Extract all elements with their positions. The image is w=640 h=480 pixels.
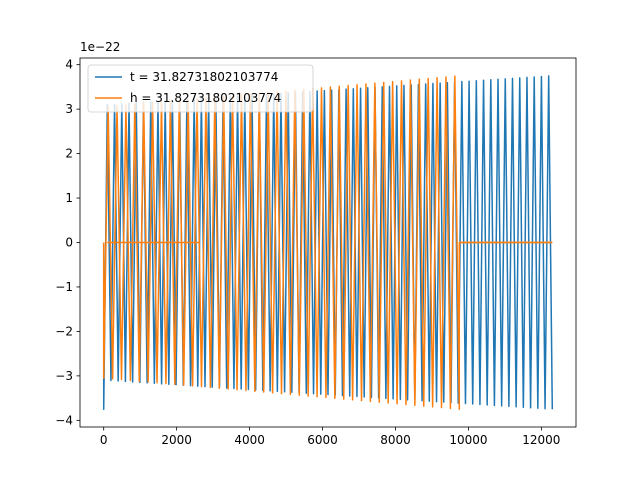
x-tick-label: 10000	[449, 433, 487, 447]
y-tick-label: −1	[55, 280, 73, 294]
y-tick-label: −3	[55, 369, 73, 383]
y-tick-label: 2	[65, 147, 73, 161]
plot-area	[102, 75, 554, 410]
y-tick-label: 0	[65, 236, 73, 250]
x-tick-label: 12000	[522, 433, 560, 447]
y-axis-scale-label: 1e−22	[80, 40, 120, 54]
y-tick-label: 1	[65, 191, 73, 205]
x-tick-label: 6000	[307, 433, 338, 447]
y-tick-label: 3	[65, 102, 73, 116]
y-tick-label: 4	[65, 58, 73, 72]
legend-box	[87, 64, 314, 113]
x-tick-label: 0	[100, 433, 108, 447]
axes-layer: 0 2000 4000 6000 8000 10000 12000 −4 −3 −2 −1 0 1 2 3 4	[55, 57, 577, 447]
legend-label: h = 31.82731802103774	[130, 91, 281, 105]
y-tick-label: −2	[55, 324, 73, 338]
legend-label: t = 31.82731802103774	[130, 70, 278, 84]
series-line-h	[102, 75, 553, 410]
x-tick-label: 8000	[380, 433, 411, 447]
x-tick-label: 4000	[234, 433, 265, 447]
y-tick-label: −4	[55, 413, 73, 427]
x-tick-label: 2000	[161, 433, 192, 447]
legend: t = 31.82731802103774 h = 31.827318021037…	[87, 64, 314, 113]
